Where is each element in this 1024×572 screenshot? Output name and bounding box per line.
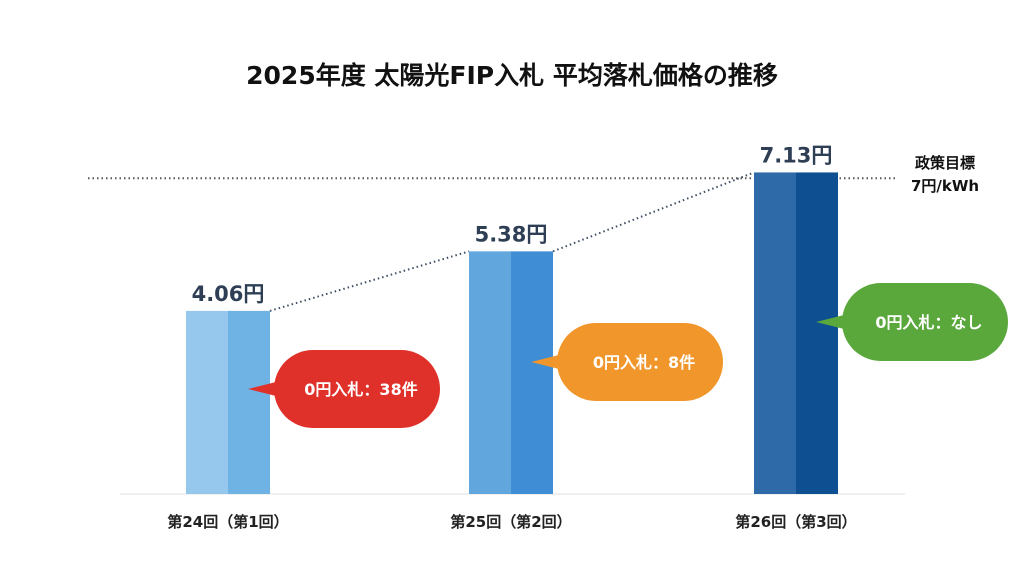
value-label: 4.06円 bbox=[192, 282, 265, 306]
callout-bubble: 0円入札：なし bbox=[816, 283, 1008, 361]
value-label: 7.13円 bbox=[760, 143, 833, 167]
callout-bubble: 0円入札：38件 bbox=[248, 350, 440, 428]
category-label: 第26回（第3回） bbox=[735, 513, 856, 531]
target-label-line2: 7円/kWh bbox=[911, 177, 979, 195]
trend-line-segment bbox=[269, 250, 470, 312]
callout-text: 0円入札：8件 bbox=[593, 353, 695, 372]
bar-right-half bbox=[511, 251, 553, 494]
value-label: 5.38円 bbox=[475, 222, 548, 246]
trend-line-segment bbox=[552, 171, 755, 253]
callout-body bbox=[274, 350, 440, 428]
callout-text: 0円入札：38件 bbox=[304, 380, 417, 399]
chart-title: 2025年度 太陽光FIP入札 平均落札価格の推移 bbox=[246, 61, 778, 90]
callout-text: 0円入札：なし bbox=[875, 313, 982, 332]
bar-right-half bbox=[228, 310, 270, 494]
callout-body bbox=[557, 323, 723, 401]
bar-left-half bbox=[754, 172, 796, 494]
category-label: 第24回（第1回） bbox=[167, 513, 288, 531]
callout-bubble: 0円入札：8件 bbox=[531, 323, 723, 401]
bar-left-half bbox=[186, 310, 228, 494]
category-label: 第25回（第2回） bbox=[450, 513, 571, 531]
bar-left-half bbox=[469, 251, 511, 494]
target-label-line1: 政策目標 bbox=[915, 154, 975, 172]
bar-right-half bbox=[796, 172, 838, 494]
callout-body bbox=[842, 283, 1008, 361]
